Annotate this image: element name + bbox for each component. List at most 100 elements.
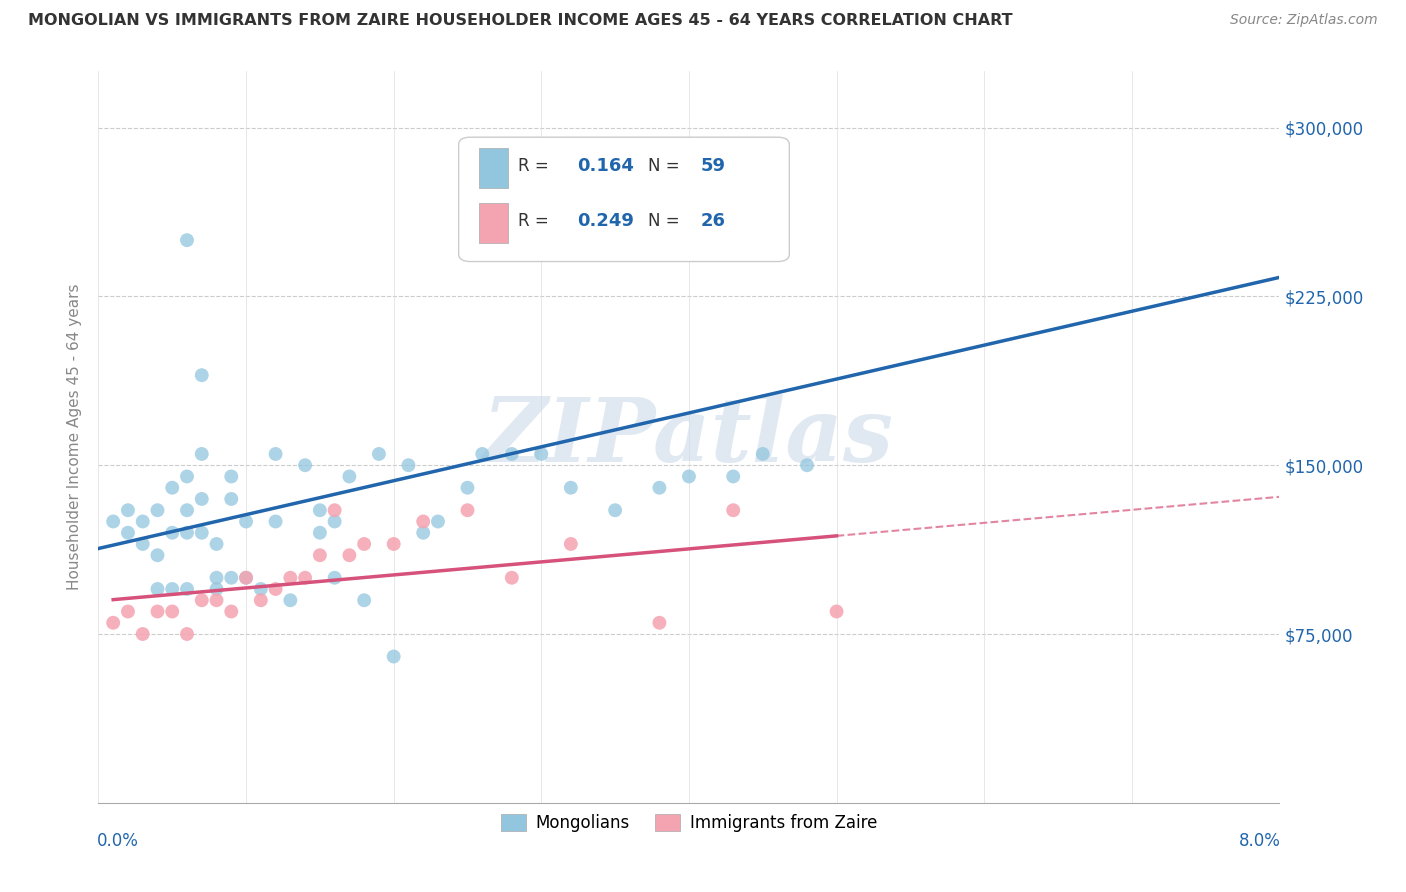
Point: [678, 222, 700, 236]
Text: 8.0%: 8.0%: [1239, 832, 1281, 850]
Point: [191, 525, 214, 540]
Point: [280, 571, 302, 585]
Point: [678, 233, 700, 247]
Point: [560, 481, 582, 495]
Point: [235, 571, 257, 585]
Point: [309, 503, 332, 517]
Point: [501, 571, 523, 585]
Point: [825, 605, 848, 619]
Point: [323, 515, 346, 529]
Point: [176, 233, 198, 247]
Point: [191, 491, 214, 506]
Point: [619, 222, 641, 236]
Point: [162, 605, 183, 619]
Text: 59: 59: [700, 158, 725, 176]
Point: [280, 593, 302, 607]
Point: [146, 605, 169, 619]
Point: [221, 605, 243, 619]
Point: [117, 605, 139, 619]
Point: [205, 582, 228, 596]
Point: [117, 503, 139, 517]
Point: [353, 537, 375, 551]
Point: [162, 481, 183, 495]
Point: [176, 503, 198, 517]
Point: [176, 627, 198, 641]
Point: [205, 537, 228, 551]
Point: [678, 469, 700, 483]
Y-axis label: Householder Income Ages 45 - 64 years: Householder Income Ages 45 - 64 years: [67, 284, 83, 591]
Text: R =: R =: [517, 212, 554, 230]
Text: Source: ZipAtlas.com: Source: ZipAtlas.com: [1230, 13, 1378, 28]
Point: [205, 593, 228, 607]
Point: [412, 525, 434, 540]
Point: [162, 525, 183, 540]
Point: [457, 481, 479, 495]
Text: 0.249: 0.249: [576, 212, 634, 230]
Point: [382, 537, 405, 551]
Point: [339, 548, 361, 562]
Point: [605, 503, 627, 517]
Point: [221, 491, 243, 506]
Text: ZIPatlas: ZIPatlas: [484, 394, 894, 480]
FancyBboxPatch shape: [478, 148, 508, 188]
Text: 0.0%: 0.0%: [97, 832, 139, 850]
Point: [132, 537, 155, 551]
Point: [427, 515, 450, 529]
Point: [382, 649, 405, 664]
Point: [323, 571, 346, 585]
Point: [796, 458, 818, 473]
Point: [235, 515, 257, 529]
Point: [221, 571, 243, 585]
Point: [471, 447, 494, 461]
Legend: Mongolians, Immigrants from Zaire: Mongolians, Immigrants from Zaire: [494, 807, 884, 838]
Point: [339, 469, 361, 483]
Point: [723, 503, 745, 517]
Text: N =: N =: [648, 158, 685, 176]
Point: [176, 582, 198, 596]
Point: [235, 571, 257, 585]
Point: [250, 582, 273, 596]
Point: [560, 537, 582, 551]
Point: [162, 582, 183, 596]
Point: [353, 593, 375, 607]
Point: [648, 481, 671, 495]
Point: [146, 503, 169, 517]
Point: [412, 515, 434, 529]
Point: [530, 447, 553, 461]
Point: [191, 368, 214, 383]
Point: [309, 548, 332, 562]
Point: [146, 548, 169, 562]
Point: [146, 582, 169, 596]
Point: [191, 447, 214, 461]
Point: [264, 582, 287, 596]
Point: [132, 515, 155, 529]
Point: [501, 447, 523, 461]
Point: [368, 447, 391, 461]
Point: [648, 615, 671, 630]
Point: [294, 458, 316, 473]
Point: [723, 469, 745, 483]
Point: [294, 571, 316, 585]
Point: [323, 503, 346, 517]
Point: [605, 211, 627, 225]
Point: [457, 503, 479, 517]
Point: [103, 615, 125, 630]
Point: [264, 515, 287, 529]
Text: 26: 26: [700, 212, 725, 230]
Point: [191, 593, 214, 607]
Text: R =: R =: [517, 158, 554, 176]
Text: N =: N =: [648, 212, 685, 230]
Point: [103, 515, 125, 529]
Point: [752, 447, 775, 461]
Point: [221, 469, 243, 483]
Point: [176, 525, 198, 540]
Text: 0.164: 0.164: [576, 158, 634, 176]
Point: [205, 571, 228, 585]
Point: [176, 469, 198, 483]
Point: [309, 525, 332, 540]
FancyBboxPatch shape: [478, 203, 508, 244]
Point: [250, 593, 273, 607]
Text: MONGOLIAN VS IMMIGRANTS FROM ZAIRE HOUSEHOLDER INCOME AGES 45 - 64 YEARS CORRELA: MONGOLIAN VS IMMIGRANTS FROM ZAIRE HOUSE…: [28, 13, 1012, 29]
Point: [398, 458, 420, 473]
FancyBboxPatch shape: [458, 137, 789, 261]
